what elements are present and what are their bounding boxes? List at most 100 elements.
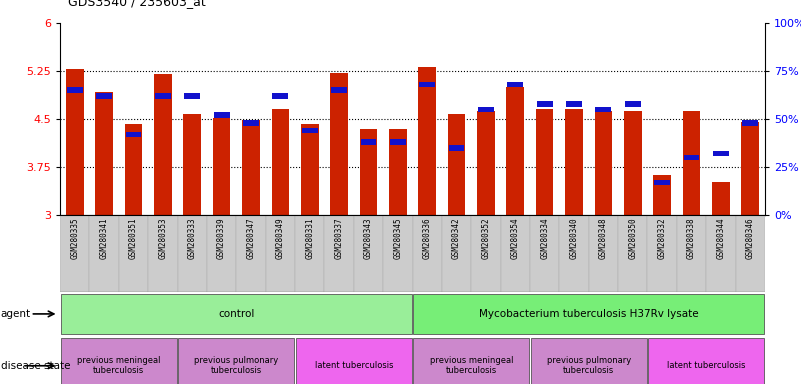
Text: GSM280348: GSM280348 — [599, 217, 608, 259]
Bar — [324, 215, 354, 292]
Text: GSM280332: GSM280332 — [658, 217, 666, 259]
Bar — [735, 215, 765, 292]
Bar — [360, 139, 376, 145]
Bar — [537, 101, 553, 107]
Bar — [683, 155, 699, 161]
Bar — [178, 338, 295, 384]
Bar — [478, 107, 494, 112]
Bar — [331, 88, 347, 93]
Text: GSM280331: GSM280331 — [305, 217, 314, 259]
Bar — [119, 215, 148, 292]
Bar — [155, 93, 171, 99]
Text: GSM280341: GSM280341 — [99, 217, 109, 259]
Bar — [90, 215, 119, 292]
Bar — [418, 66, 436, 215]
Bar — [295, 215, 324, 292]
Text: GSM280338: GSM280338 — [687, 217, 696, 259]
Bar — [448, 114, 465, 215]
Bar — [506, 87, 524, 215]
Text: GSM280334: GSM280334 — [540, 217, 549, 259]
Bar — [536, 109, 553, 215]
Bar — [302, 127, 318, 134]
Text: GSM280344: GSM280344 — [716, 217, 726, 259]
Text: Mycobacterium tuberculosis H37Rv lysate: Mycobacterium tuberculosis H37Rv lysate — [479, 309, 698, 319]
Text: disease state: disease state — [1, 361, 70, 371]
Bar — [449, 145, 465, 151]
Bar — [95, 92, 113, 215]
Bar — [66, 88, 83, 93]
Bar — [390, 139, 406, 145]
Text: GSM280353: GSM280353 — [159, 217, 167, 259]
Bar — [301, 124, 319, 215]
Bar — [66, 69, 83, 215]
Bar — [354, 215, 383, 292]
Bar — [477, 111, 495, 215]
Bar — [419, 82, 435, 88]
Bar — [125, 124, 143, 215]
Bar — [530, 338, 647, 384]
Bar — [501, 215, 530, 292]
Text: GSM280335: GSM280335 — [70, 217, 79, 259]
Text: GSM280352: GSM280352 — [481, 217, 490, 259]
Text: GSM280345: GSM280345 — [393, 217, 402, 259]
Bar — [589, 215, 618, 292]
Bar — [566, 101, 582, 107]
Text: control: control — [218, 309, 255, 319]
Bar — [624, 111, 642, 215]
Bar — [214, 112, 230, 118]
Bar — [96, 93, 112, 99]
Bar — [566, 109, 583, 215]
Text: GSM280349: GSM280349 — [276, 217, 285, 259]
Bar — [360, 129, 377, 215]
Bar — [743, 120, 759, 126]
Text: GSM280343: GSM280343 — [364, 217, 373, 259]
Bar — [594, 111, 612, 215]
Bar — [442, 215, 471, 292]
Bar — [383, 215, 413, 292]
Bar — [413, 338, 529, 384]
Bar — [413, 215, 442, 292]
Text: latent tuberculosis: latent tuberculosis — [315, 361, 393, 370]
Bar — [559, 215, 589, 292]
Bar — [647, 215, 677, 292]
Bar — [183, 114, 201, 215]
Bar — [61, 338, 177, 384]
Bar — [184, 93, 200, 99]
Bar — [236, 215, 266, 292]
Bar — [213, 118, 231, 215]
Text: agent: agent — [1, 309, 31, 319]
Bar — [266, 215, 295, 292]
Text: GDS3540 / 235603_at: GDS3540 / 235603_at — [68, 0, 206, 8]
Bar — [154, 74, 171, 215]
Text: GSM280351: GSM280351 — [129, 217, 138, 259]
Bar — [654, 180, 670, 185]
Text: GSM280339: GSM280339 — [217, 217, 226, 259]
Text: previous pulmonary
tuberculosis: previous pulmonary tuberculosis — [546, 356, 631, 376]
Bar — [618, 215, 647, 292]
Bar — [60, 215, 90, 292]
Bar — [178, 215, 207, 292]
Bar — [243, 120, 259, 126]
Bar — [682, 111, 700, 215]
Bar — [713, 151, 729, 157]
Text: GSM280347: GSM280347 — [247, 217, 256, 259]
Bar — [595, 107, 611, 112]
Bar — [507, 82, 523, 88]
Text: previous meningeal
tuberculosis: previous meningeal tuberculosis — [429, 356, 513, 376]
Bar — [207, 215, 236, 292]
Bar — [330, 73, 348, 215]
Bar — [742, 122, 759, 215]
Text: GSM280346: GSM280346 — [746, 217, 755, 259]
Text: GSM280336: GSM280336 — [423, 217, 432, 259]
Bar — [126, 132, 142, 137]
Bar — [706, 215, 735, 292]
Bar — [471, 215, 501, 292]
Text: previous meningeal
tuberculosis: previous meningeal tuberculosis — [77, 356, 160, 376]
Bar — [648, 338, 764, 384]
Bar — [712, 182, 730, 215]
Bar — [61, 294, 412, 334]
Bar — [242, 120, 260, 215]
Bar — [530, 215, 559, 292]
Bar — [654, 175, 671, 215]
Bar — [413, 294, 764, 334]
